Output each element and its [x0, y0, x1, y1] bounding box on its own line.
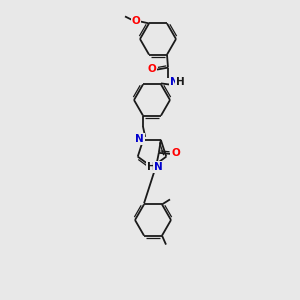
- Text: H: H: [147, 162, 156, 172]
- Text: N: N: [135, 134, 144, 144]
- Text: O: O: [148, 64, 156, 74]
- Text: N: N: [169, 76, 178, 87]
- Text: N: N: [153, 162, 161, 172]
- Text: N: N: [154, 162, 163, 172]
- Text: H: H: [176, 76, 184, 87]
- Text: O: O: [132, 16, 140, 26]
- Text: O: O: [171, 148, 180, 158]
